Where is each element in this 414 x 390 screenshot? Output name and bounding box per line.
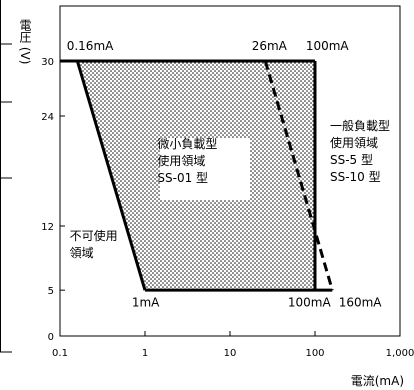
region-label-line: SS-5 型 xyxy=(330,153,373,167)
region-label-line: 領域 xyxy=(70,245,94,260)
y-tick-label: 30 xyxy=(41,57,54,68)
region-label-line: 微小負載型 xyxy=(157,137,217,151)
region-label-line: SS-10 型 xyxy=(330,170,381,184)
unusable-label-box xyxy=(66,227,123,264)
boundary-dashed-26-160 xyxy=(263,60,334,291)
annotation-ann-100top: 100mA xyxy=(306,39,350,53)
ss01-label-box xyxy=(160,138,250,200)
x-tick-label: 1,000 xyxy=(386,348,414,359)
x-tick-label: 1 xyxy=(142,348,148,359)
annotation-ann-100bot: 100mA xyxy=(288,296,332,310)
shaded-regions xyxy=(77,61,316,291)
annotation-ann-1ma: 1mA xyxy=(132,296,160,310)
y-tick-label: 12 xyxy=(41,222,54,233)
y-tick-label: 5 xyxy=(48,286,54,297)
y-tick-label: 0 xyxy=(48,332,54,343)
annotation-bg xyxy=(337,295,376,310)
annotation-ann-26: 26mA xyxy=(252,39,288,53)
y-tick-label: 24 xyxy=(41,112,54,123)
annotation-bg xyxy=(250,39,282,53)
annotation-bg xyxy=(286,295,325,310)
region-label-line: 不可使用 xyxy=(70,228,118,243)
boundary-lines xyxy=(60,59,334,292)
x-tick-label: 0.1 xyxy=(52,348,68,359)
x-axis-label: 電流(mA) xyxy=(351,374,404,388)
x-tick-label: 10 xyxy=(224,348,237,359)
annotation-bg xyxy=(130,295,155,310)
region-label-line: 一般負載型 xyxy=(330,118,390,133)
left-table-fragment xyxy=(0,0,12,353)
boundary-left-diagonal xyxy=(75,60,147,291)
y-axis-label: 電圧 (V) xyxy=(18,19,32,65)
annotation-bg xyxy=(304,39,343,53)
x-tick-label: 100 xyxy=(305,348,324,359)
annotation-ann-016: 0.16mA xyxy=(67,39,114,53)
axis-ticks: 0.1 1 10 100 1,000 0 5 12 24 30 xyxy=(41,57,414,359)
annotation-ann-160: 160mA xyxy=(339,296,383,310)
annotations: 0.16mA 26mA 100mA 1mA 100mA 160mA xyxy=(65,39,383,310)
region-label-line: 使用領域 xyxy=(330,135,378,150)
annotation-bg xyxy=(65,39,111,53)
region-label-line: 使用領域 xyxy=(157,153,205,168)
region-label-line: SS-01 型 xyxy=(157,171,208,185)
